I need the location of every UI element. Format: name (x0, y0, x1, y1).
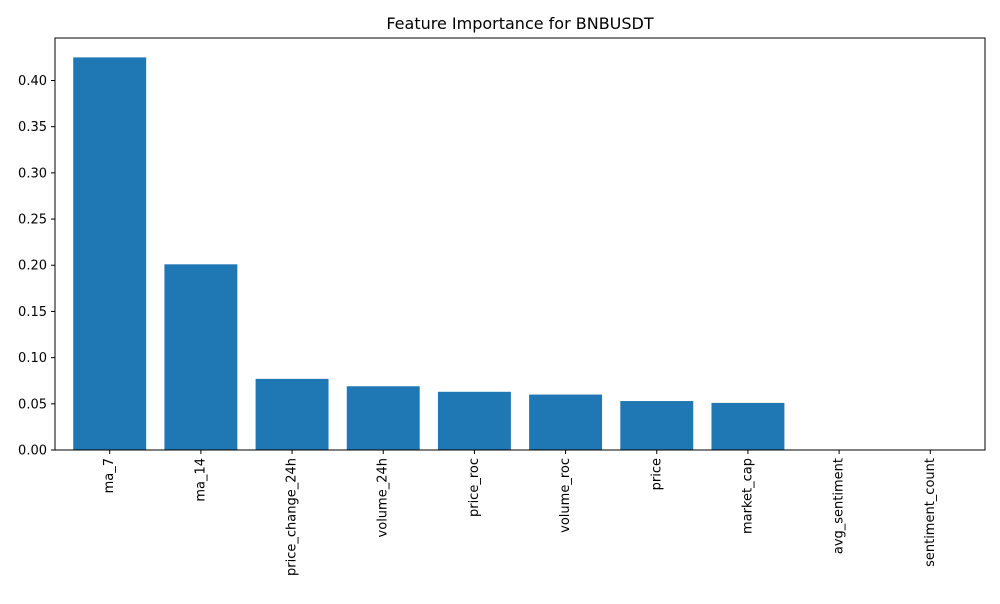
x-tick-label: price_roc (467, 458, 482, 517)
y-tick-label: 0.40 (18, 74, 47, 89)
y-tick-label: 0.05 (18, 397, 47, 412)
y-tick-label: 0.15 (18, 305, 47, 320)
y-tick-label: 0.30 (18, 166, 47, 181)
x-tick-label: volume_roc (558, 458, 573, 533)
x-tick-label: price_change_24h (285, 458, 300, 576)
y-tick-label: 0.10 (18, 351, 47, 366)
bar-ma-14 (164, 264, 238, 450)
bar-ma-7 (73, 57, 147, 450)
x-tick-label: ma_14 (193, 458, 208, 502)
x-tick-label: ma_7 (102, 458, 117, 493)
x-axis: ma_7 ma_14 price_change_24h volume_24h price… (102, 450, 938, 576)
y-axis: 0.00 0.05 0.10 0.15 0.20 0.25 0.30 0.35 0.40 (18, 74, 55, 459)
x-tick-label: price (649, 458, 664, 490)
y-tick-label: 0.25 (18, 213, 47, 228)
x-tick-label: sentiment_count (923, 458, 938, 567)
chart-title: Feature Importance for BNBUSDT (386, 14, 654, 33)
bar-price (620, 401, 694, 450)
x-tick-label: volume_24h (376, 458, 391, 537)
bar-market-cap (711, 402, 785, 450)
bar-price-change-24h (255, 378, 329, 450)
plot-frame (54, 37, 986, 451)
y-tick-label: 0.00 (18, 444, 47, 459)
y-tick-label: 0.20 (18, 259, 47, 274)
bar-volume-roc (529, 394, 603, 450)
bars-layer (73, 57, 785, 450)
bar-price-roc (437, 391, 511, 450)
y-tick-label: 0.35 (18, 120, 47, 135)
x-tick-label: market_cap (740, 458, 755, 534)
bar-volume-24h (346, 386, 420, 450)
x-tick-label: avg_sentiment (832, 458, 847, 554)
